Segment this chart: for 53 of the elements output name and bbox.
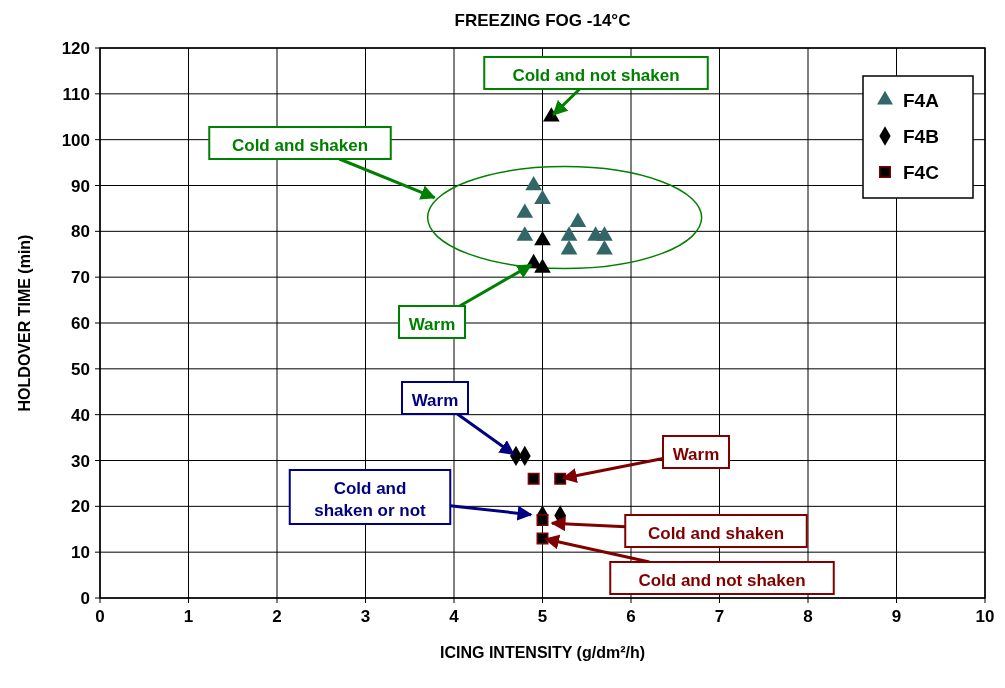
- point: [596, 226, 613, 241]
- annotation: Cold and not shaken: [512, 66, 680, 85]
- legend-label: F4C: [903, 162, 940, 183]
- point: [516, 226, 534, 241]
- x-tick-label: 8: [803, 607, 813, 626]
- y-tick-label: 90: [71, 176, 90, 196]
- y-tick-label: 20: [71, 497, 90, 517]
- y-tick-label: 70: [71, 268, 90, 288]
- point: [534, 230, 551, 246]
- x-tick-label: 3: [360, 607, 371, 626]
- y-tick-label: 30: [71, 451, 90, 471]
- x-tick-label: 9: [891, 607, 902, 626]
- annotation: Cold and shaken: [231, 136, 369, 155]
- point: [516, 203, 534, 218]
- point: [560, 226, 578, 241]
- annotation: Warm: [672, 445, 720, 464]
- annotation: Cold and shaken or not: [314, 479, 427, 520]
- annotation: Cold and not shaken: [638, 571, 806, 590]
- y-tick-label: 10: [71, 543, 90, 563]
- legend-label: F4B: [903, 126, 939, 147]
- y-axis-title: HOLDOVER TIME (min): [16, 234, 33, 412]
- x-tick-label: 5: [537, 607, 548, 626]
- y-tick-label: 80: [71, 222, 90, 242]
- point: [554, 472, 567, 485]
- y-tick-label: 50: [71, 359, 90, 379]
- point: [534, 189, 551, 205]
- point: [560, 240, 578, 255]
- x-tick-label: 1: [183, 607, 194, 626]
- y-tick-label: 100: [61, 130, 90, 150]
- point: [525, 175, 542, 191]
- annotation: Warm: [411, 391, 459, 410]
- x-tick-label: 6: [626, 607, 636, 626]
- point: [596, 240, 613, 255]
- point: [543, 107, 560, 122]
- legend-label: F4A: [903, 90, 940, 111]
- annotation: Warm: [408, 315, 456, 334]
- point: [534, 258, 551, 273]
- point: [536, 514, 549, 527]
- point: [527, 472, 540, 485]
- y-tick-label: 0: [80, 589, 90, 608]
- x-tick-label: 7: [714, 607, 725, 626]
- y-tick-label: 60: [71, 314, 90, 333]
- annotation: Cold and shaken: [647, 524, 785, 543]
- x-tick-label: 2: [272, 607, 282, 626]
- y-tick-label: 110: [62, 84, 90, 104]
- y-tick-label: 120: [61, 39, 90, 58]
- x-tick-label: 4: [449, 607, 460, 626]
- point: [569, 212, 587, 227]
- x-tick-label: 0: [95, 607, 105, 626]
- x-axis-title: ICING INTENSITY (g/dm²/h): [439, 644, 646, 661]
- y-tick-label: 40: [71, 405, 90, 425]
- chart-title: FREEZING FOG -14°C: [454, 11, 631, 30]
- x-tick-label: 10: [975, 607, 995, 626]
